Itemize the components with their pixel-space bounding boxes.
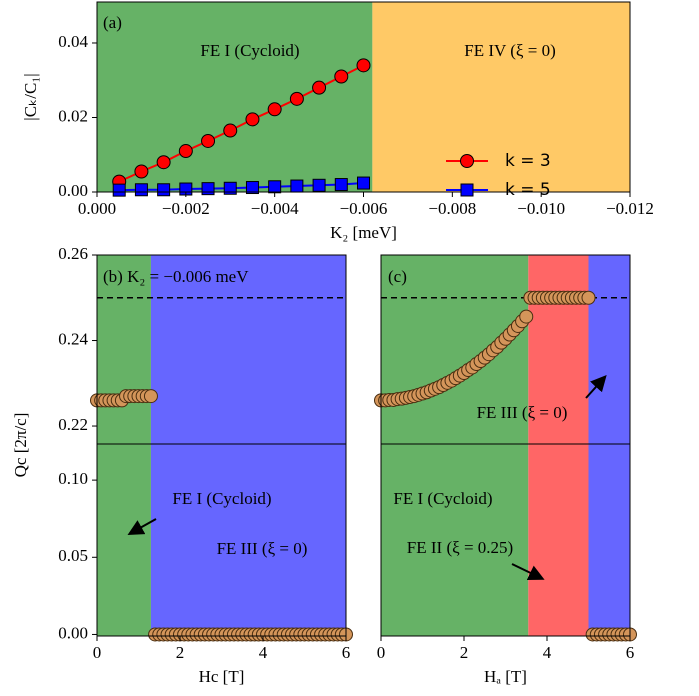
data-point (245, 112, 260, 127)
x-axis-label: K₂ [meV] (330, 223, 397, 242)
phase-region (528, 255, 589, 636)
arrow (511, 563, 545, 580)
phase-region (97, 2, 373, 192)
annotation: FE I (Cycloid) (172, 489, 271, 508)
y-axis-label: |Cₖ/C₁| (21, 73, 40, 120)
annotation: FE II (ξ = 0.25) (407, 538, 513, 557)
annotation: (a) (103, 13, 122, 32)
x-tick-label: −0.002 (162, 199, 210, 218)
legend-label: k = 3 (505, 151, 551, 171)
x-tick-label: 2 (176, 643, 185, 662)
x-tick-label: −0.008 (428, 199, 476, 218)
axes-frame (380, 443, 631, 637)
data-point (223, 181, 237, 195)
x-tick-label: −0.004 (251, 199, 299, 218)
x-tick-label: −0.010 (517, 199, 565, 218)
y-tick-label: 0.05 (58, 546, 88, 565)
x-tick-label: 0 (93, 643, 102, 662)
data-point (289, 91, 304, 106)
y-axis-label: Qc [2π/c] (11, 413, 30, 478)
data-point (268, 180, 282, 194)
data-point (290, 179, 304, 193)
y-tick-label: 0.10 (58, 469, 88, 488)
data-point (267, 102, 282, 117)
data-point (157, 183, 171, 197)
data-point (178, 144, 193, 159)
data-point (143, 389, 158, 404)
y-tick-label: 0.00 (58, 623, 88, 642)
y-tick-label: 0.02 (58, 106, 88, 125)
data-point (156, 155, 171, 170)
y-tick-label: 0.00 (58, 181, 88, 200)
x-tick-label: 6 (626, 643, 635, 662)
data-point (519, 309, 534, 324)
data-point (312, 80, 327, 95)
data-point (245, 181, 259, 195)
arrow (585, 375, 607, 399)
phase-region (150, 255, 346, 636)
phase-region (381, 255, 529, 636)
annotation: FE III (ξ = 0) (477, 403, 568, 422)
y-tick-label: 0.04 (58, 32, 88, 51)
annotation: FE IV (ξ = 0) (464, 41, 555, 60)
x-tick-label: −0.006 (340, 199, 388, 218)
data-point (356, 58, 371, 73)
data-point (134, 183, 148, 197)
phase-region (588, 255, 630, 636)
phase-region (97, 255, 151, 636)
x-tick-label: 4 (259, 643, 268, 662)
data-point (112, 183, 126, 197)
y-tick-label: 0.26 (58, 244, 88, 263)
data-point (201, 133, 216, 148)
data-point (201, 182, 215, 196)
x-tick-label: 0.000 (78, 199, 116, 218)
legend-label: k = 5 (505, 180, 551, 200)
legend-marker (460, 154, 474, 168)
x-tick-label: 0 (377, 643, 386, 662)
x-tick-label: −0.012 (606, 199, 654, 218)
axes-frame (96, 443, 347, 637)
phase-region (372, 2, 630, 192)
x-tick-label: 2 (460, 643, 469, 662)
annotation: FE III (ξ = 0) (217, 539, 308, 558)
x-tick-label: 4 (543, 643, 552, 662)
data-point (312, 178, 326, 192)
annotation: (b) K₂ = −0.006 meV (103, 267, 249, 286)
x-axis-label: Hₐ [T] (484, 667, 527, 686)
data-point (357, 176, 370, 190)
annotation: (c) (388, 267, 407, 286)
data-point (334, 69, 349, 84)
data-point (223, 123, 238, 138)
y-tick-label: 0.22 (58, 415, 88, 434)
data-point (134, 164, 149, 179)
data-point (581, 290, 596, 305)
data-point (334, 178, 348, 192)
y-tick-label: 0.24 (58, 329, 88, 348)
legend-marker (460, 183, 474, 197)
x-axis-label: Hc [T] (199, 667, 245, 686)
annotation: FE I (Cycloid) (393, 489, 492, 508)
annotation: FE I (Cycloid) (200, 41, 299, 60)
arrow (127, 518, 157, 535)
x-tick-label: 6 (342, 643, 351, 662)
